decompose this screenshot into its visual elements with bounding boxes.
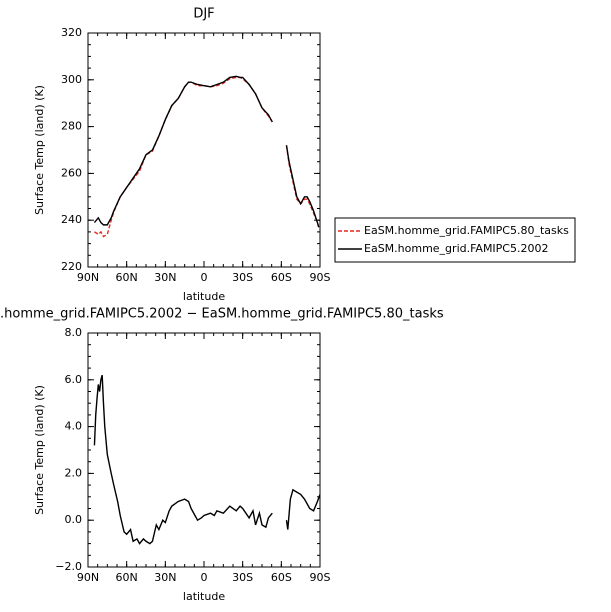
y-axis-label: Surface Temp (land) (K) (33, 385, 46, 515)
x-tick-label: 90N (77, 571, 99, 584)
x-tick-label: 60N (116, 271, 138, 284)
legend-label: EaSM.homme_grid.FAMIPC5.2002 (364, 242, 548, 255)
plot-frame (87, 332, 321, 568)
y-tick-label: 240 (61, 213, 82, 226)
y-tick-label: 4.0 (65, 420, 83, 433)
chart-title: EaSM.homme_grid.FAMIPC5.2002 − EaSM.homm… (0, 307, 444, 322)
y-tick-label: −2.0 (55, 560, 82, 573)
y-axis-label: Surface Temp (land) (K) (33, 85, 46, 215)
x-tick-label: 60S (271, 571, 292, 584)
x-tick-label: 60S (271, 271, 292, 284)
x-tick-label: 30N (154, 571, 176, 584)
y-tick-label: 8.0 (65, 326, 83, 339)
x-tick-label: 60N (116, 571, 138, 584)
y-tick-label: 2.0 (65, 466, 83, 479)
x-axis-label: latitude (183, 590, 225, 603)
x-tick-label: 0 (201, 571, 208, 584)
x-tick-label: 30S (232, 571, 253, 584)
x-tick-label: 0 (201, 271, 208, 284)
y-tick-label: 320 (61, 26, 82, 39)
y-tick-label: 0.0 (65, 513, 83, 526)
y-tick-label: 260 (61, 166, 82, 179)
y-tick-label: 220 (61, 260, 82, 273)
legend-box (334, 217, 576, 263)
data-line (94, 76, 320, 238)
data-line (93, 75, 320, 228)
x-axis-label: latitude (183, 290, 225, 303)
x-tick-label: 90S (310, 571, 331, 584)
x-tick-label: 30S (232, 271, 253, 284)
x-tick-label: 30N (154, 271, 176, 284)
y-tick-label: 300 (61, 73, 82, 86)
data-line (93, 374, 321, 545)
legend-label: EaSM.homme_grid.FAMIPC5.80_tasks (364, 224, 569, 237)
plot-frame (87, 32, 321, 268)
chart-title: DJF (193, 7, 214, 22)
y-tick-label: 280 (61, 120, 82, 133)
y-tick-label: 6.0 (65, 373, 83, 386)
x-tick-label: 90N (77, 271, 99, 284)
x-tick-label: 90S (310, 271, 331, 284)
